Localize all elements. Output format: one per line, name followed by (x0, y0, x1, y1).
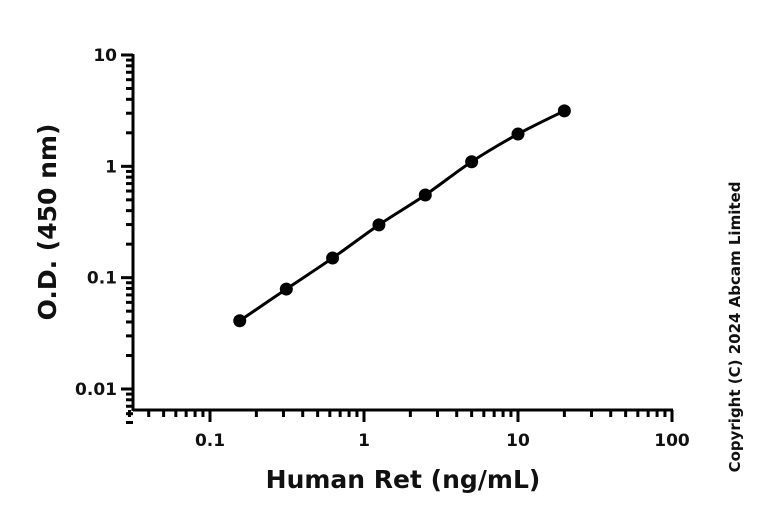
data-point (372, 218, 386, 232)
x-tick-label: 100 (654, 431, 690, 451)
data-point (233, 314, 247, 328)
x-tick-label: 10 (506, 431, 530, 451)
y-tick-label: 10 (93, 46, 117, 66)
axes: 0.1 1 10 100 0.01 0.1 1 10 (75, 46, 690, 451)
data-point (326, 251, 340, 265)
data-point (279, 282, 293, 296)
y-tick-label: 1 (105, 157, 117, 177)
x-axis-title: Human Ret (ng/mL) (266, 465, 541, 494)
copyright-notice: Copyright (C) 2024 Abcam Limited (726, 182, 744, 473)
y-tick-label: 0.01 (75, 380, 117, 400)
data-point (511, 127, 525, 141)
y-axis-title: O.D. (450 nm) (33, 124, 62, 321)
data-point (418, 188, 432, 202)
y-tick-label: 0.1 (87, 269, 117, 289)
x-tick-label: 0.1 (195, 431, 225, 451)
data-point (557, 104, 571, 118)
series-group (233, 104, 571, 328)
x-tick-label: 1 (358, 431, 370, 451)
data-point (465, 155, 479, 169)
